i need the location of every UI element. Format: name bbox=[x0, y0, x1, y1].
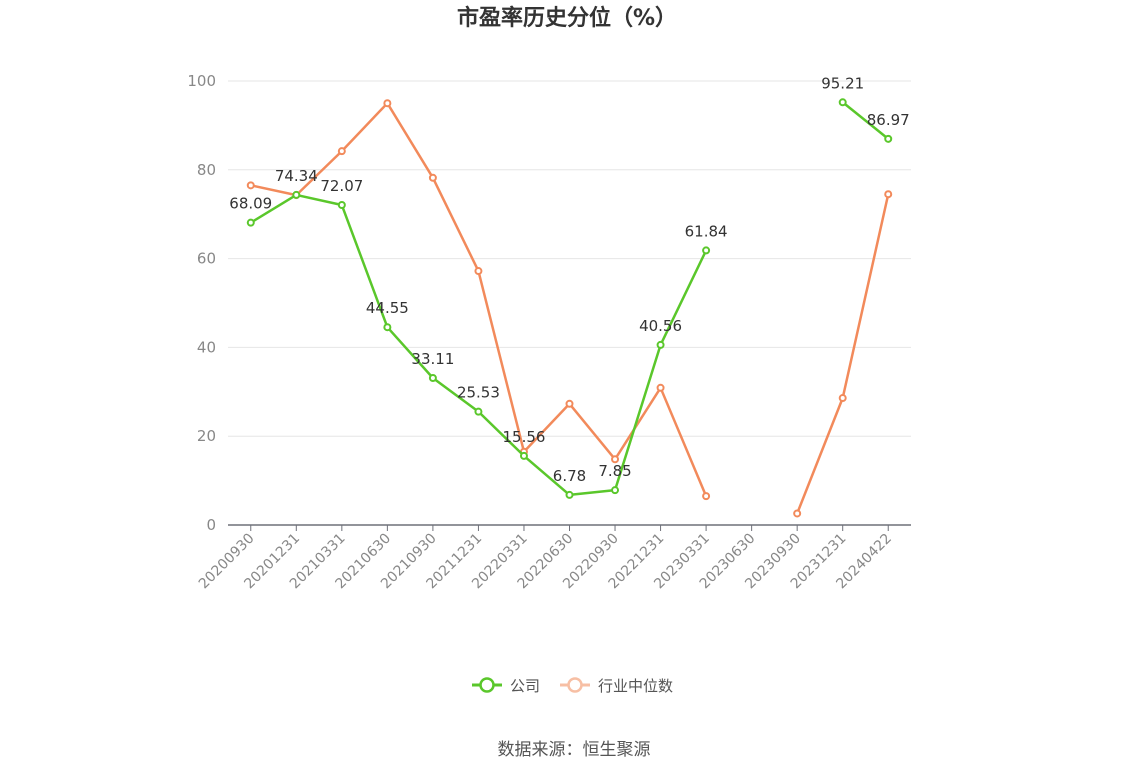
data-point[interactable] bbox=[611, 455, 620, 464]
data-point[interactable] bbox=[474, 267, 483, 276]
data-point[interactable] bbox=[246, 181, 255, 190]
data-point[interactable] bbox=[519, 451, 528, 460]
data-point[interactable] bbox=[337, 201, 346, 210]
data-label: 6.78 bbox=[553, 467, 586, 485]
data-label: 40.56 bbox=[639, 317, 682, 335]
series-line bbox=[796, 193, 890, 514]
y-tick-label: 0 bbox=[206, 516, 216, 534]
data-point[interactable] bbox=[246, 218, 255, 227]
series-company bbox=[246, 98, 893, 499]
data-point[interactable] bbox=[565, 399, 574, 408]
data-point[interactable] bbox=[565, 490, 574, 499]
data-point[interactable] bbox=[884, 134, 893, 143]
data-point[interactable] bbox=[793, 509, 802, 518]
chart-title: 市盈率历史分位（%） bbox=[457, 5, 677, 31]
data-label: 15.56 bbox=[502, 428, 545, 446]
legend-item-company[interactable]: 公司 bbox=[472, 677, 540, 695]
data-label: 33.11 bbox=[411, 350, 454, 368]
data-point[interactable] bbox=[702, 246, 711, 255]
y-tick-label: 100 bbox=[187, 72, 216, 90]
data-source: 数据来源：恒生聚源 bbox=[498, 740, 651, 760]
data-point[interactable] bbox=[292, 190, 301, 199]
series-layer bbox=[246, 98, 893, 518]
data-point[interactable] bbox=[702, 492, 711, 501]
data-label: 95.21 bbox=[821, 74, 864, 92]
legend-label: 公司 bbox=[510, 677, 540, 695]
data-point[interactable] bbox=[838, 394, 847, 403]
data-label: 7.85 bbox=[598, 462, 631, 480]
data-point[interactable] bbox=[474, 407, 483, 416]
data-label: 74.34 bbox=[275, 167, 318, 185]
y-tick-label: 60 bbox=[197, 250, 216, 268]
data-point[interactable] bbox=[428, 173, 437, 182]
grid: 0 20 40 60 80 100 bbox=[187, 72, 911, 534]
y-tick-label: 80 bbox=[197, 161, 216, 179]
data-label: 86.97 bbox=[867, 111, 910, 129]
legend[interactable]: 公司 行业中位数 bbox=[472, 677, 673, 695]
data-point[interactable] bbox=[838, 98, 847, 107]
y-tick-label: 20 bbox=[197, 427, 216, 445]
series-line bbox=[841, 101, 890, 140]
legend-swatch-marker bbox=[567, 677, 583, 693]
data-point[interactable] bbox=[656, 383, 665, 392]
data-point[interactable] bbox=[656, 340, 665, 349]
x-axis: 2020093020201231202103312021063020210930… bbox=[196, 524, 911, 592]
data-point[interactable] bbox=[884, 190, 893, 199]
series-industry-median bbox=[246, 99, 893, 518]
data-point[interactable] bbox=[428, 373, 437, 382]
data-point[interactable] bbox=[383, 323, 392, 332]
data-label: 44.55 bbox=[366, 299, 409, 317]
legend-label: 行业中位数 bbox=[598, 677, 673, 695]
data-label: 72.07 bbox=[320, 177, 363, 195]
data-label: 68.09 bbox=[229, 195, 272, 213]
legend-swatch-marker bbox=[479, 677, 495, 693]
data-point[interactable] bbox=[383, 99, 392, 108]
series-line bbox=[250, 101, 708, 497]
data-label: 25.53 bbox=[457, 384, 500, 402]
data-label: 61.84 bbox=[685, 222, 728, 240]
data-point[interactable] bbox=[611, 486, 620, 495]
y-tick-label: 40 bbox=[197, 338, 216, 356]
legend-item-industry-median[interactable]: 行业中位数 bbox=[560, 677, 673, 695]
series-line bbox=[250, 193, 708, 497]
data-point[interactable] bbox=[337, 147, 346, 156]
